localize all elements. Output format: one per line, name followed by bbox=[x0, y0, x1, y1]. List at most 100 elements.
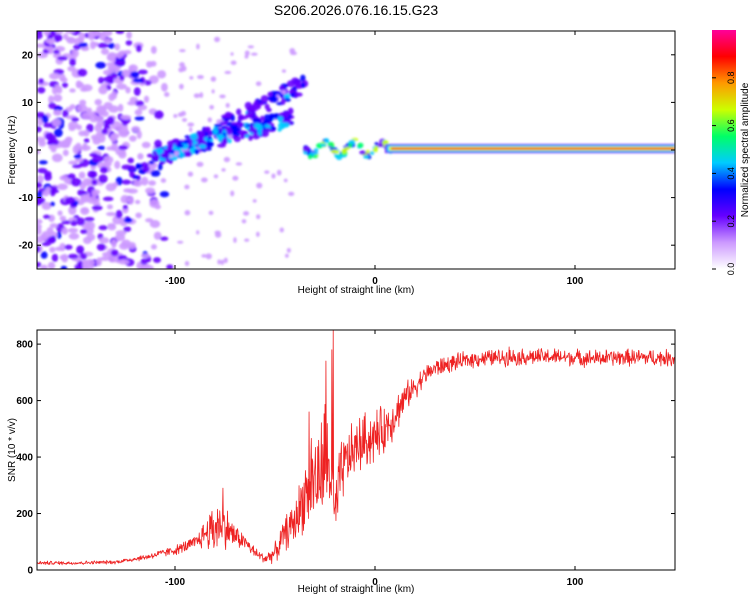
spectrogram-noise-blob bbox=[99, 166, 108, 174]
snr-ytick-label: 800 bbox=[16, 340, 33, 351]
snr-ylabel: SNR (10 * v/v) bbox=[7, 418, 18, 482]
spectrogram-band-lower-blob bbox=[142, 165, 150, 173]
spectrogram-band-lower-blob bbox=[281, 98, 286, 105]
spectrogram-noise-blob bbox=[187, 122, 195, 127]
spectrogram-band-lower-blob bbox=[294, 79, 301, 84]
spectrogram-wiggle-blob bbox=[334, 154, 340, 158]
spectrogram-noise-blob bbox=[57, 210, 63, 216]
spectrogram-band-upper-blob bbox=[231, 135, 237, 140]
spectrogram-noise-blob bbox=[181, 118, 188, 122]
spectrogram-noise-blob bbox=[51, 153, 63, 163]
spectrogram-noise-blob bbox=[67, 65, 76, 72]
spectrogram-wiggle-blob bbox=[320, 143, 327, 148]
spectrogram-band-upper-blob bbox=[180, 142, 189, 150]
spectrogram-band-upper-blob bbox=[217, 135, 223, 143]
spectrogram-noise-blob bbox=[96, 119, 105, 128]
spectrogram-noise-blob bbox=[233, 237, 237, 244]
spectrogram-noise-blob bbox=[121, 69, 131, 78]
spectrogram-noise-blob bbox=[224, 70, 232, 75]
spectrogram-noise-blob bbox=[47, 261, 56, 269]
spectrogram-noise-blob bbox=[53, 49, 60, 55]
spectrogram-noise-blob bbox=[125, 40, 133, 46]
spectrogram-noise-blob bbox=[132, 78, 144, 83]
spectrogram-noise-blob bbox=[141, 141, 151, 149]
spectrogram-noise-blob bbox=[37, 182, 43, 189]
spectrogram-noise-blob bbox=[255, 81, 262, 87]
spectrogram-band-lower-blob bbox=[294, 92, 303, 97]
spectrogram-noise-blob bbox=[76, 217, 85, 226]
spectrogram-noise-blob bbox=[37, 197, 46, 204]
spectrogram-noise-blob bbox=[48, 236, 55, 244]
spectrogram-wiggle-blob bbox=[369, 151, 375, 155]
spectrogram-noise-blob bbox=[46, 46, 54, 51]
spectrogram-noise-blob bbox=[97, 76, 105, 84]
spectrogram-noise-blob bbox=[103, 155, 114, 164]
spectrogram-noise-blob bbox=[123, 49, 132, 55]
spectrogram-noise-blob bbox=[48, 138, 60, 146]
colorbar-tick-label: 0.8 bbox=[726, 72, 736, 85]
spectrogram-ytick-label: 10 bbox=[22, 98, 34, 109]
spectrogram-ytick-label: -10 bbox=[19, 193, 34, 204]
spectrogram-band-upper-blob bbox=[270, 126, 277, 131]
spectrogram-noise-blob bbox=[201, 254, 207, 258]
spectrogram-wiggle-blob bbox=[372, 148, 378, 153]
spectrogram-noise-blob bbox=[106, 146, 117, 151]
spectrogram-band-upper-blob bbox=[257, 130, 263, 136]
spectrogram-noise-blob bbox=[184, 184, 190, 190]
spectrogram-noise-blob bbox=[98, 85, 108, 95]
spectrogram-noise-blob bbox=[101, 110, 109, 117]
spectrogram-noise-blob bbox=[104, 38, 112, 44]
spectrogram-noise-blob bbox=[116, 83, 128, 90]
spectrogram-band-upper-blob bbox=[232, 126, 237, 134]
spectrogram-noise-blob bbox=[67, 173, 76, 180]
spectrogram-noise-blob bbox=[153, 257, 161, 263]
spectrogram-noise-blob bbox=[250, 52, 258, 56]
spectrogram-noise-blob bbox=[223, 156, 231, 163]
spectrogram-noise-blob bbox=[106, 204, 113, 210]
spectrogram-band-upper-blob bbox=[287, 107, 294, 115]
spectrogram-noise-blob bbox=[45, 38, 56, 44]
spectrogram-noise-blob bbox=[115, 31, 125, 35]
spectrogram-band-upper-blob bbox=[196, 130, 206, 139]
spectrogram-noise-blob bbox=[101, 128, 109, 135]
spectrogram-noise-blob bbox=[115, 209, 123, 219]
spectrogram-noise-blob bbox=[62, 33, 69, 40]
spectrogram-noise-blob bbox=[49, 246, 56, 253]
spectrogram-noise-blob bbox=[49, 201, 55, 207]
spectrogram-noise-blob bbox=[77, 68, 88, 77]
spectrogram-noise-blob bbox=[59, 175, 69, 181]
spectrogram-noise-blob bbox=[51, 253, 59, 262]
spectrogram-noise-blob bbox=[96, 243, 106, 251]
spectrogram-noise-blob bbox=[107, 42, 116, 49]
spectrogram-noise-blob bbox=[134, 109, 143, 116]
spectrogram-band-lower-blob bbox=[135, 163, 142, 170]
spectrogram-xtick-label: 0 bbox=[372, 276, 378, 287]
spectrogram-band-upper-blob bbox=[223, 137, 228, 144]
spectrogram-band-lower-blob bbox=[236, 108, 242, 116]
spectrogram-noise-blob bbox=[78, 171, 86, 179]
spectrogram-noise-blob bbox=[115, 176, 123, 186]
spectrogram-noise-blob bbox=[43, 122, 54, 128]
spectrogram-noise-blob bbox=[200, 177, 208, 183]
spectrogram-noise-blob bbox=[123, 188, 133, 193]
spectrogram-noise-blob bbox=[127, 101, 137, 106]
spectrogram-band-lower-blob bbox=[128, 165, 136, 171]
spectrogram-band-upper-blob bbox=[226, 128, 233, 136]
spectrogram-noise-blob bbox=[118, 259, 130, 265]
spectrogram-wiggle-blob bbox=[357, 142, 364, 148]
spectrogram-ylabel: Frequency (Hz) bbox=[7, 116, 18, 185]
spectrogram-band-upper-blob bbox=[156, 147, 164, 155]
spectrogram-noise-blob bbox=[153, 231, 162, 240]
spectrogram-noise-blob bbox=[225, 102, 230, 108]
spectrogram-noise-blob bbox=[177, 240, 184, 244]
spectrogram-noise-blob bbox=[210, 76, 217, 82]
spectrogram-noise-blob bbox=[107, 223, 116, 228]
spectrogram-noise-blob bbox=[111, 120, 122, 130]
spectrogram-wiggle-blob bbox=[303, 146, 310, 152]
spectrogram-noise-blob bbox=[53, 31, 64, 35]
spectrogram-noise-blob bbox=[119, 75, 125, 81]
spectrogram-band-upper-blob bbox=[166, 144, 173, 152]
spectrogram-band-lower-blob bbox=[157, 163, 163, 171]
spectrogram-wiggle-blob bbox=[359, 150, 367, 155]
